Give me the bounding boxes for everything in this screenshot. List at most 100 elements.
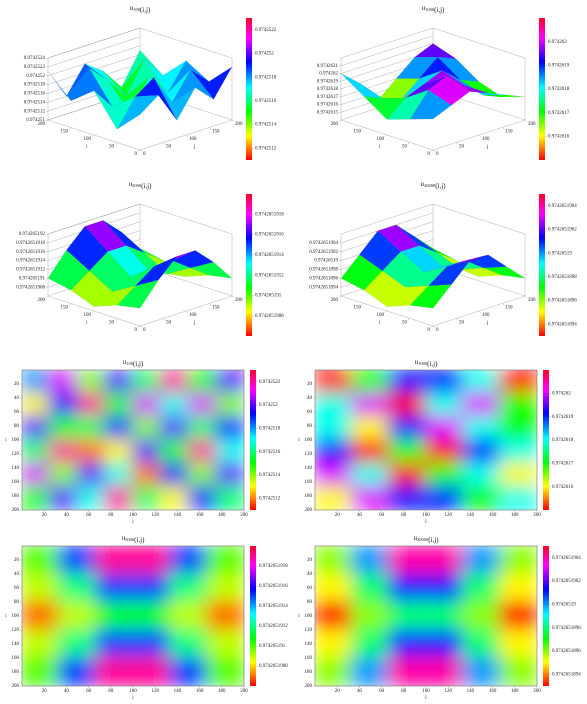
heat-cell — [462, 601, 501, 631]
axis-box — [432, 203, 526, 235]
panel-title: u100(i,j) — [123, 358, 144, 368]
y-tick-label: 160 — [12, 480, 20, 485]
heat-cell — [95, 601, 134, 631]
j-tick-label: 0 — [436, 152, 439, 157]
heat-cell — [425, 485, 464, 510]
heat-cell — [58, 601, 97, 631]
colorbar-tick-label: 0.9742617 — [552, 461, 574, 466]
heat-cell — [22, 546, 60, 575]
heat-cell — [351, 485, 390, 510]
x-tick-label: 120 — [444, 689, 452, 694]
title-part: u — [122, 534, 126, 542]
x-tick-label: 160 — [489, 689, 497, 694]
heat-cell — [159, 485, 190, 510]
colorbar-tick-label: 0.97426519 — [552, 602, 576, 607]
colorbar-tick-label: 0.9742618 — [548, 87, 570, 92]
title-part: (i,j) — [134, 536, 145, 544]
heat-cell — [499, 546, 537, 575]
heat-cell — [462, 485, 501, 510]
heat-cell — [499, 462, 537, 488]
heat-cell — [315, 629, 353, 659]
heat-cell — [499, 370, 537, 395]
colorbar — [250, 370, 256, 510]
heat-cell — [95, 629, 134, 659]
y-tick-label: 200 — [12, 508, 20, 513]
z-tick-label: 0.9742615 — [317, 110, 339, 115]
j-tick-label: 100 — [189, 313, 197, 318]
title-part: (i,j) — [427, 360, 438, 368]
heat-cell — [22, 629, 60, 659]
j-tick — [231, 119, 235, 122]
j-tick-label: 50 — [166, 321, 172, 326]
heat-cell — [22, 601, 60, 631]
surface-patch — [428, 260, 471, 287]
heat-cell — [159, 370, 190, 395]
y-tick-label: 60 — [307, 410, 313, 415]
j-tick — [432, 325, 436, 328]
y-tick-label: 40 — [307, 572, 313, 577]
j-axis-label: j — [193, 321, 195, 326]
z-tick-label: 0.9742522 — [24, 65, 46, 70]
heat-cell — [132, 657, 171, 686]
j-tick-label: 0 — [436, 328, 439, 333]
heat-cell — [215, 415, 244, 441]
surface-patch — [340, 254, 383, 291]
x-tick-label: 40 — [64, 513, 70, 518]
grid-line — [47, 27, 141, 59]
heat-cell — [48, 370, 79, 395]
z-tick-label: 0.9742651902 — [309, 250, 338, 255]
z-tick-label: 0.974262 — [319, 72, 338, 77]
i-tick-label: 50 — [109, 321, 115, 326]
heat-cell — [315, 462, 353, 488]
colorbar-tick-label: 0.9742651916 — [255, 233, 284, 238]
heat-cell — [22, 462, 51, 488]
colorbar — [543, 546, 549, 686]
j-tick — [524, 119, 528, 122]
y-tick-label: 20 — [307, 382, 313, 387]
heat-cell — [388, 657, 427, 686]
colorbar-tick-label: 0.9742651914 — [255, 253, 284, 258]
heat-cell — [169, 629, 208, 659]
axis-box — [432, 27, 526, 59]
heat-cell — [132, 546, 171, 575]
heat-cell — [48, 392, 79, 418]
heatmap-cells — [315, 370, 537, 510]
heat-cell — [315, 415, 353, 441]
y-tick-label: 120 — [12, 452, 20, 457]
colorbar-tick-label: 0.9742516 — [259, 450, 281, 455]
heat-cell — [351, 657, 390, 686]
j-axis-label: j — [486, 321, 488, 326]
heat-cell — [187, 370, 218, 395]
heat-cell — [215, 462, 244, 488]
heat-cell — [104, 439, 134, 465]
colorbar — [246, 18, 252, 160]
y-axis-label: i — [298, 438, 300, 443]
y-tick-label: 180 — [12, 494, 20, 499]
heat-cell — [388, 439, 427, 465]
heat-cell — [462, 439, 501, 465]
colorbar-tick-label: 0.9742518 — [255, 75, 277, 80]
heat-cell — [425, 629, 464, 659]
x-tick-label: 140 — [174, 513, 182, 518]
y-tick-label: 20 — [307, 558, 313, 563]
title-part: 20000 — [424, 183, 436, 188]
colorbar-tick-label: 0.9742651918 — [255, 212, 284, 217]
grid-line — [47, 45, 141, 76]
heat-cell — [499, 392, 537, 418]
j-axis-label: j — [486, 145, 488, 150]
i-tick — [45, 119, 49, 122]
i-tick-label: 50 — [109, 145, 115, 150]
y-tick-label: 60 — [307, 586, 313, 591]
colorbar-tick-label: 0.974265191 — [259, 644, 286, 649]
heat-cell — [425, 573, 464, 603]
colorbar-tick-label: 0.9742616 — [552, 485, 574, 490]
i-tick-label: 50 — [402, 321, 408, 326]
i-tick — [91, 310, 95, 313]
heat-cell — [58, 657, 97, 686]
axis-box — [340, 27, 434, 59]
z-tick-label: 0.9742651918 — [16, 241, 45, 246]
heat-cell — [132, 601, 171, 631]
i-tick-label: 0 — [135, 328, 138, 333]
x-tick-label: 100 — [422, 689, 430, 694]
colorbar-tick-label: 0.9742651908 — [259, 664, 288, 669]
